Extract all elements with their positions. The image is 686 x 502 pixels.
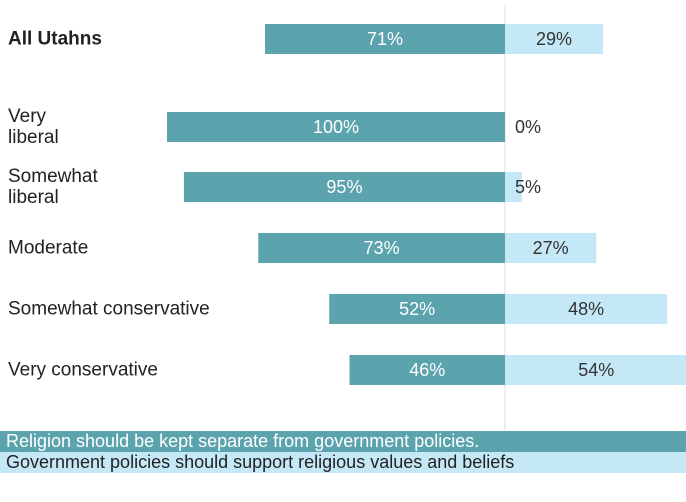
category-label: Somewhat conservative (8, 298, 210, 320)
value-label: 27% (533, 238, 569, 258)
bar (505, 172, 522, 202)
category-label: All Utahns (8, 28, 102, 50)
value-label: 73% (364, 238, 400, 258)
bar (505, 294, 668, 324)
category-label: Moderate (8, 237, 89, 259)
bar (505, 355, 686, 385)
category-label: Very liberal (8, 106, 59, 148)
bar (258, 233, 505, 263)
value-label: 0% (515, 117, 541, 137)
category-label: Somewhat liberal (8, 166, 98, 208)
bar (265, 24, 505, 54)
bar (329, 294, 505, 324)
value-label: 5% (515, 177, 541, 197)
bar (505, 24, 604, 54)
bar (167, 112, 505, 142)
legend-item: Government policies should support relig… (0, 452, 686, 473)
value-label: 100% (313, 117, 359, 137)
value-label: 71% (367, 29, 403, 49)
value-label: 29% (536, 29, 572, 49)
value-label: 48% (568, 299, 604, 319)
value-label: 52% (399, 299, 435, 319)
bar (183, 172, 505, 202)
value-label: 46% (409, 360, 445, 380)
bar (349, 355, 505, 385)
legend-item: Religion should be kept separate from go… (0, 431, 686, 452)
value-label: 95% (326, 177, 362, 197)
category-label: Very conservative (8, 359, 158, 381)
bar (505, 233, 597, 263)
value-label: 54% (578, 360, 614, 380)
